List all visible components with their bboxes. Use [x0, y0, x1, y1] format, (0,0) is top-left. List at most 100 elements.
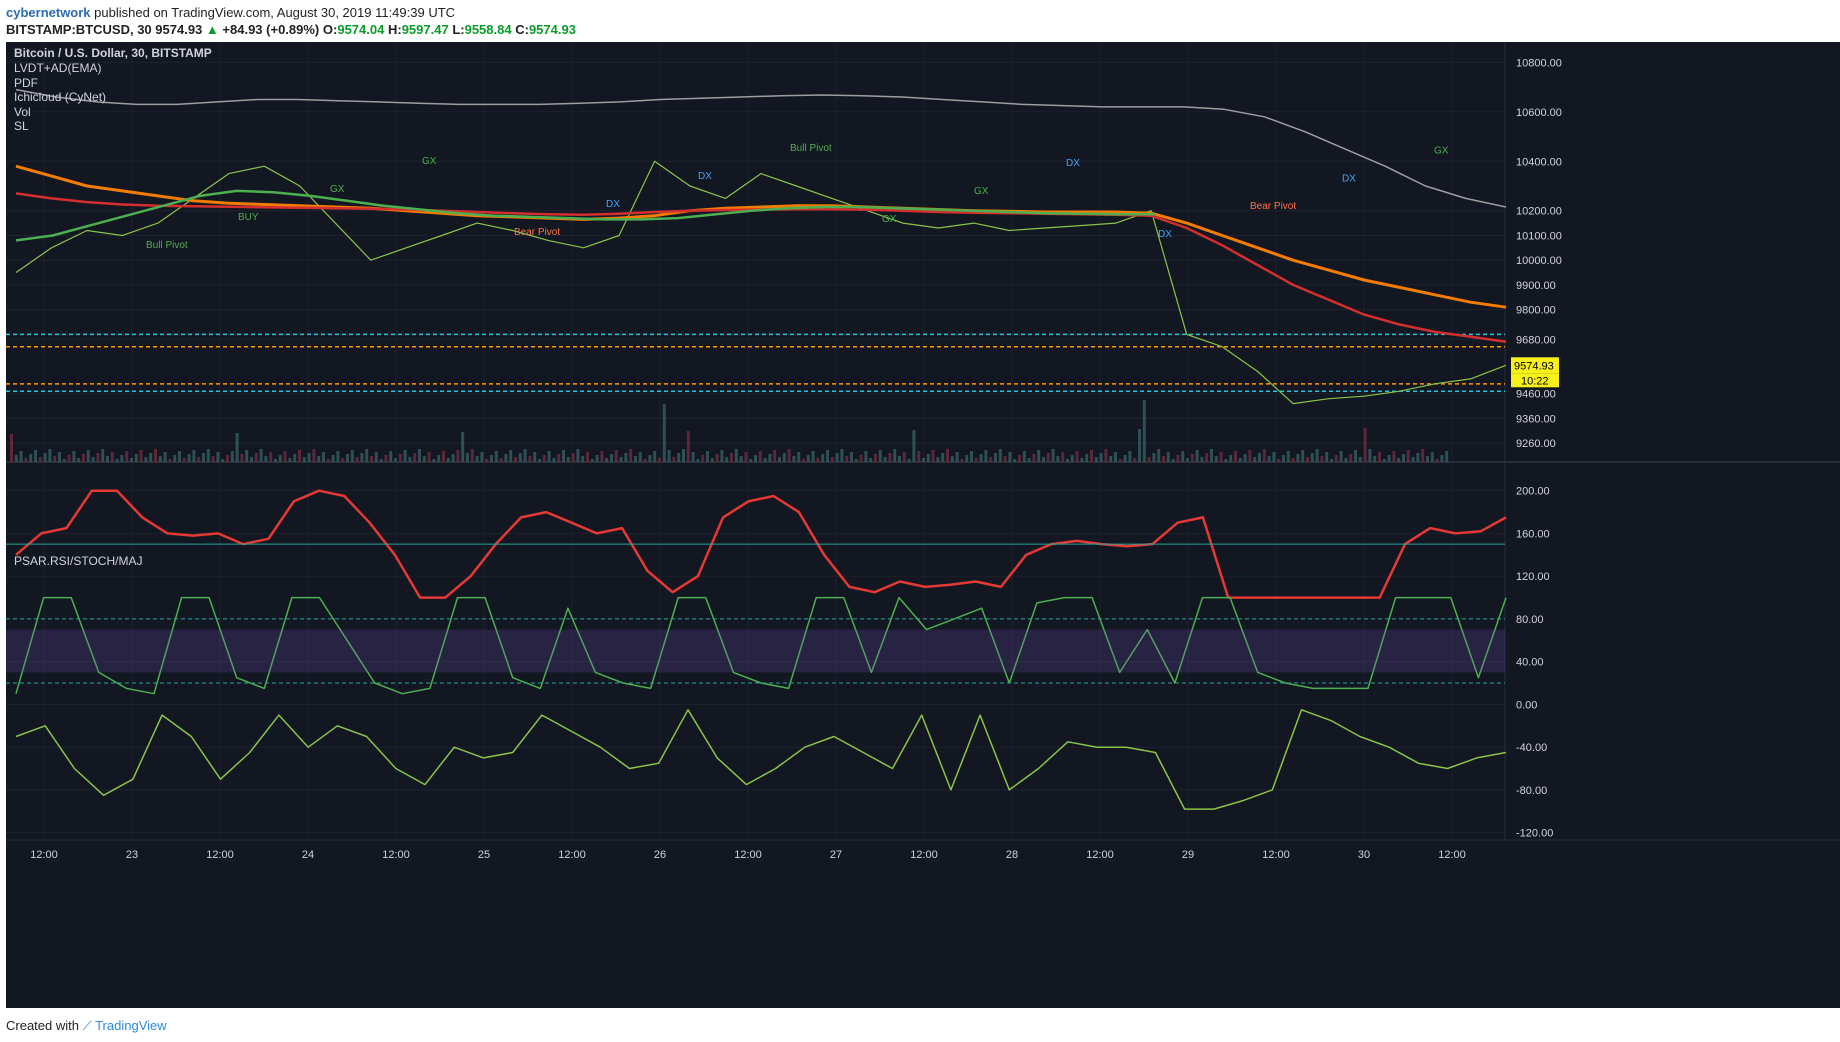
volume-bar: [1373, 456, 1377, 462]
legend-study-4[interactable]: Vol: [14, 105, 31, 119]
volume-bar: [1320, 456, 1324, 462]
volume-bar: [370, 456, 373, 462]
volume-bar: [1066, 459, 1069, 462]
volume-bar: [139, 450, 143, 462]
volume-bar: [178, 451, 181, 462]
volume-bar: [394, 458, 397, 462]
volume-bar: [845, 456, 849, 462]
tradingview-logo-icon[interactable]: ⟋: [82, 1018, 96, 1033]
x-tick-label: 27: [830, 849, 842, 861]
legend-study-2[interactable]: PDF: [14, 76, 38, 90]
volume-bar: [562, 450, 565, 462]
high-label: H:: [387, 22, 402, 37]
volume-bar: [182, 458, 186, 462]
indicator-series-line: [15, 596, 1507, 695]
volume-bar: [701, 455, 705, 462]
volume-bar: [14, 455, 18, 462]
volume-bar: [864, 451, 868, 462]
volume-bar: [1070, 455, 1074, 462]
volume-bar: [1022, 451, 1026, 462]
volume-bar: [106, 456, 109, 462]
volume-bar: [48, 449, 52, 462]
volume-bar: [475, 456, 479, 462]
volume-bar: [758, 451, 762, 462]
volume-bar: [1306, 457, 1309, 462]
price-series-line: [15, 160, 1507, 405]
volume-bar: [902, 452, 906, 462]
volume-bar: [854, 459, 858, 462]
volume-bar: [869, 458, 873, 462]
volume-bar: [734, 449, 738, 462]
volume-bar: [706, 451, 709, 462]
volume-bar: [221, 459, 225, 462]
volume-bar: [24, 458, 28, 462]
volume-bar: [1406, 450, 1410, 462]
volume-bar: [1219, 452, 1223, 462]
y-tick-label: 9460.00: [1516, 389, 1556, 401]
chart-annotation: DX: [606, 199, 620, 210]
volume-bar: [307, 453, 311, 462]
volume-bar: [10, 434, 13, 462]
volume-bar: [259, 449, 263, 462]
chart-canvas[interactable]: 12:00 23 12:00 24 12:00 25 12:00 26 12:00 27 12:00…: [6, 42, 1840, 1008]
rsi-band: [6, 629, 1505, 673]
low-label: L:: [452, 22, 465, 37]
volume-bar: [542, 455, 546, 462]
volume-bar: [725, 457, 729, 462]
volume-bar: [826, 450, 829, 462]
indicator-series-line: [15, 489, 1507, 599]
up-arrow-icon: ▲: [205, 22, 219, 37]
volume-bar: [53, 456, 57, 462]
volume-bar: [446, 458, 450, 462]
legend-study-5[interactable]: SL: [14, 119, 29, 133]
volume-bar: [298, 450, 301, 462]
legend-study-1[interactable]: LVDT+AD(EMA): [14, 61, 102, 75]
volume-bar: [566, 457, 570, 462]
volume-bar: [576, 449, 580, 462]
x-tick-label: 30: [1358, 849, 1370, 861]
volume-bar: [1258, 453, 1261, 462]
volume-bar: [960, 459, 964, 462]
price-change: +84.93 (+0.89%): [222, 22, 320, 37]
volume-bar: [677, 453, 681, 462]
legend-study-3[interactable]: Ichicloud (CyNet): [14, 90, 107, 104]
volume-bar: [1248, 450, 1252, 462]
chart-annotation: GX: [974, 186, 989, 197]
volume-bar: [278, 455, 282, 462]
y-tick-label: -40.00: [1516, 742, 1547, 754]
low-value: 9558.84: [464, 22, 512, 37]
volume-bar: [979, 454, 983, 462]
volume-bar: [1166, 452, 1170, 462]
x-tick-label: 12:00: [1438, 849, 1466, 861]
chart-svg[interactable]: 12:00 23 12:00 24 12:00 25 12:00 26 12:00 27 12:00…: [6, 42, 1840, 1008]
volume-bar: [437, 455, 441, 462]
volume-bar: [1339, 451, 1343, 462]
volume-bar: [883, 457, 887, 462]
volume-bar: [379, 459, 383, 462]
volume-bar: [917, 451, 921, 462]
volume-bar: [811, 451, 815, 462]
volume-bar: [341, 458, 345, 462]
volume-bar: [144, 457, 148, 462]
chart-annotation: Bull Pivot: [790, 143, 832, 154]
y-tick-label: -120.00: [1516, 828, 1553, 840]
y-tick-label: 10000.00: [1516, 255, 1562, 267]
volume-bar: [413, 453, 417, 462]
lower-indicator-title[interactable]: PSAR.RSI/STOCH/MAJ: [14, 554, 143, 568]
tradingview-brand[interactable]: TradingView: [95, 1018, 167, 1033]
volume-bar: [629, 449, 633, 462]
volume-bar: [1056, 456, 1060, 462]
volume-bar: [874, 454, 877, 462]
volume-bar: [1080, 458, 1084, 462]
volume-bar: [1411, 457, 1415, 462]
volume-bar: [504, 454, 508, 462]
volume-bar: [1195, 450, 1199, 462]
x-tick-label: 12:00: [30, 849, 58, 861]
volume-bar: [115, 459, 119, 462]
author-link[interactable]: cybernetwork: [6, 5, 91, 20]
volume-bar: [878, 450, 882, 462]
volume-bar: [936, 457, 940, 462]
volume-bar: [1440, 455, 1444, 462]
volume-bar: [638, 452, 642, 462]
volume-bar: [101, 449, 105, 462]
